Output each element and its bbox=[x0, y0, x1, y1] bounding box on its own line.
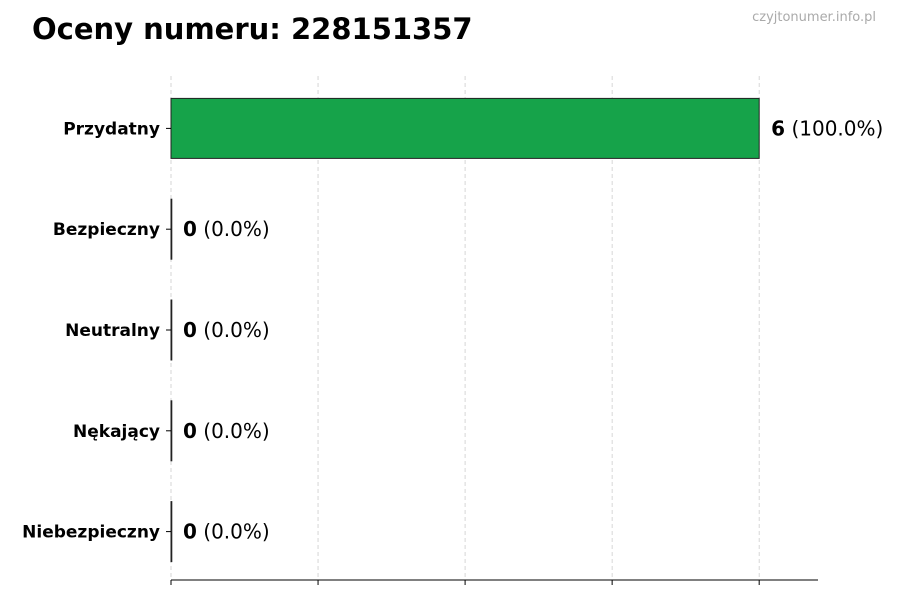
data-label: 0 (0.0%) bbox=[183, 520, 270, 544]
y-tick-label: Neutralny bbox=[65, 321, 160, 341]
data-label-percent: (0.0%) bbox=[197, 419, 270, 443]
bar bbox=[170, 97, 760, 159]
bar bbox=[170, 400, 173, 462]
y-tick-label: Nękający bbox=[73, 422, 160, 442]
data-label: 0 (0.0%) bbox=[183, 217, 270, 241]
y-tick-label: Przydatny bbox=[63, 119, 160, 139]
data-label-percent: (0.0%) bbox=[197, 217, 270, 241]
data-label-value: 0 bbox=[183, 217, 197, 241]
data-label-percent: (100.0%) bbox=[785, 116, 883, 140]
data-label-value: 6 bbox=[771, 116, 785, 140]
y-tick-label: Niebezpieczny bbox=[22, 523, 160, 543]
bar bbox=[170, 198, 173, 260]
data-label: 6 (100.0%) bbox=[771, 116, 883, 140]
chart-title: Oceny numeru: 228151357 bbox=[32, 12, 473, 46]
data-label-value: 0 bbox=[183, 419, 197, 443]
data-label-value: 0 bbox=[183, 520, 197, 544]
bar bbox=[170, 501, 173, 563]
bar bbox=[170, 299, 173, 361]
data-label: 0 (0.0%) bbox=[183, 318, 270, 342]
y-tick-label: Bezpieczny bbox=[53, 220, 160, 240]
data-label-percent: (0.0%) bbox=[197, 318, 270, 342]
data-label-value: 0 bbox=[183, 318, 197, 342]
data-label-percent: (0.0%) bbox=[197, 520, 270, 544]
data-label: 0 (0.0%) bbox=[183, 419, 270, 443]
watermark: czyjtonumer.info.pl bbox=[752, 10, 876, 25]
